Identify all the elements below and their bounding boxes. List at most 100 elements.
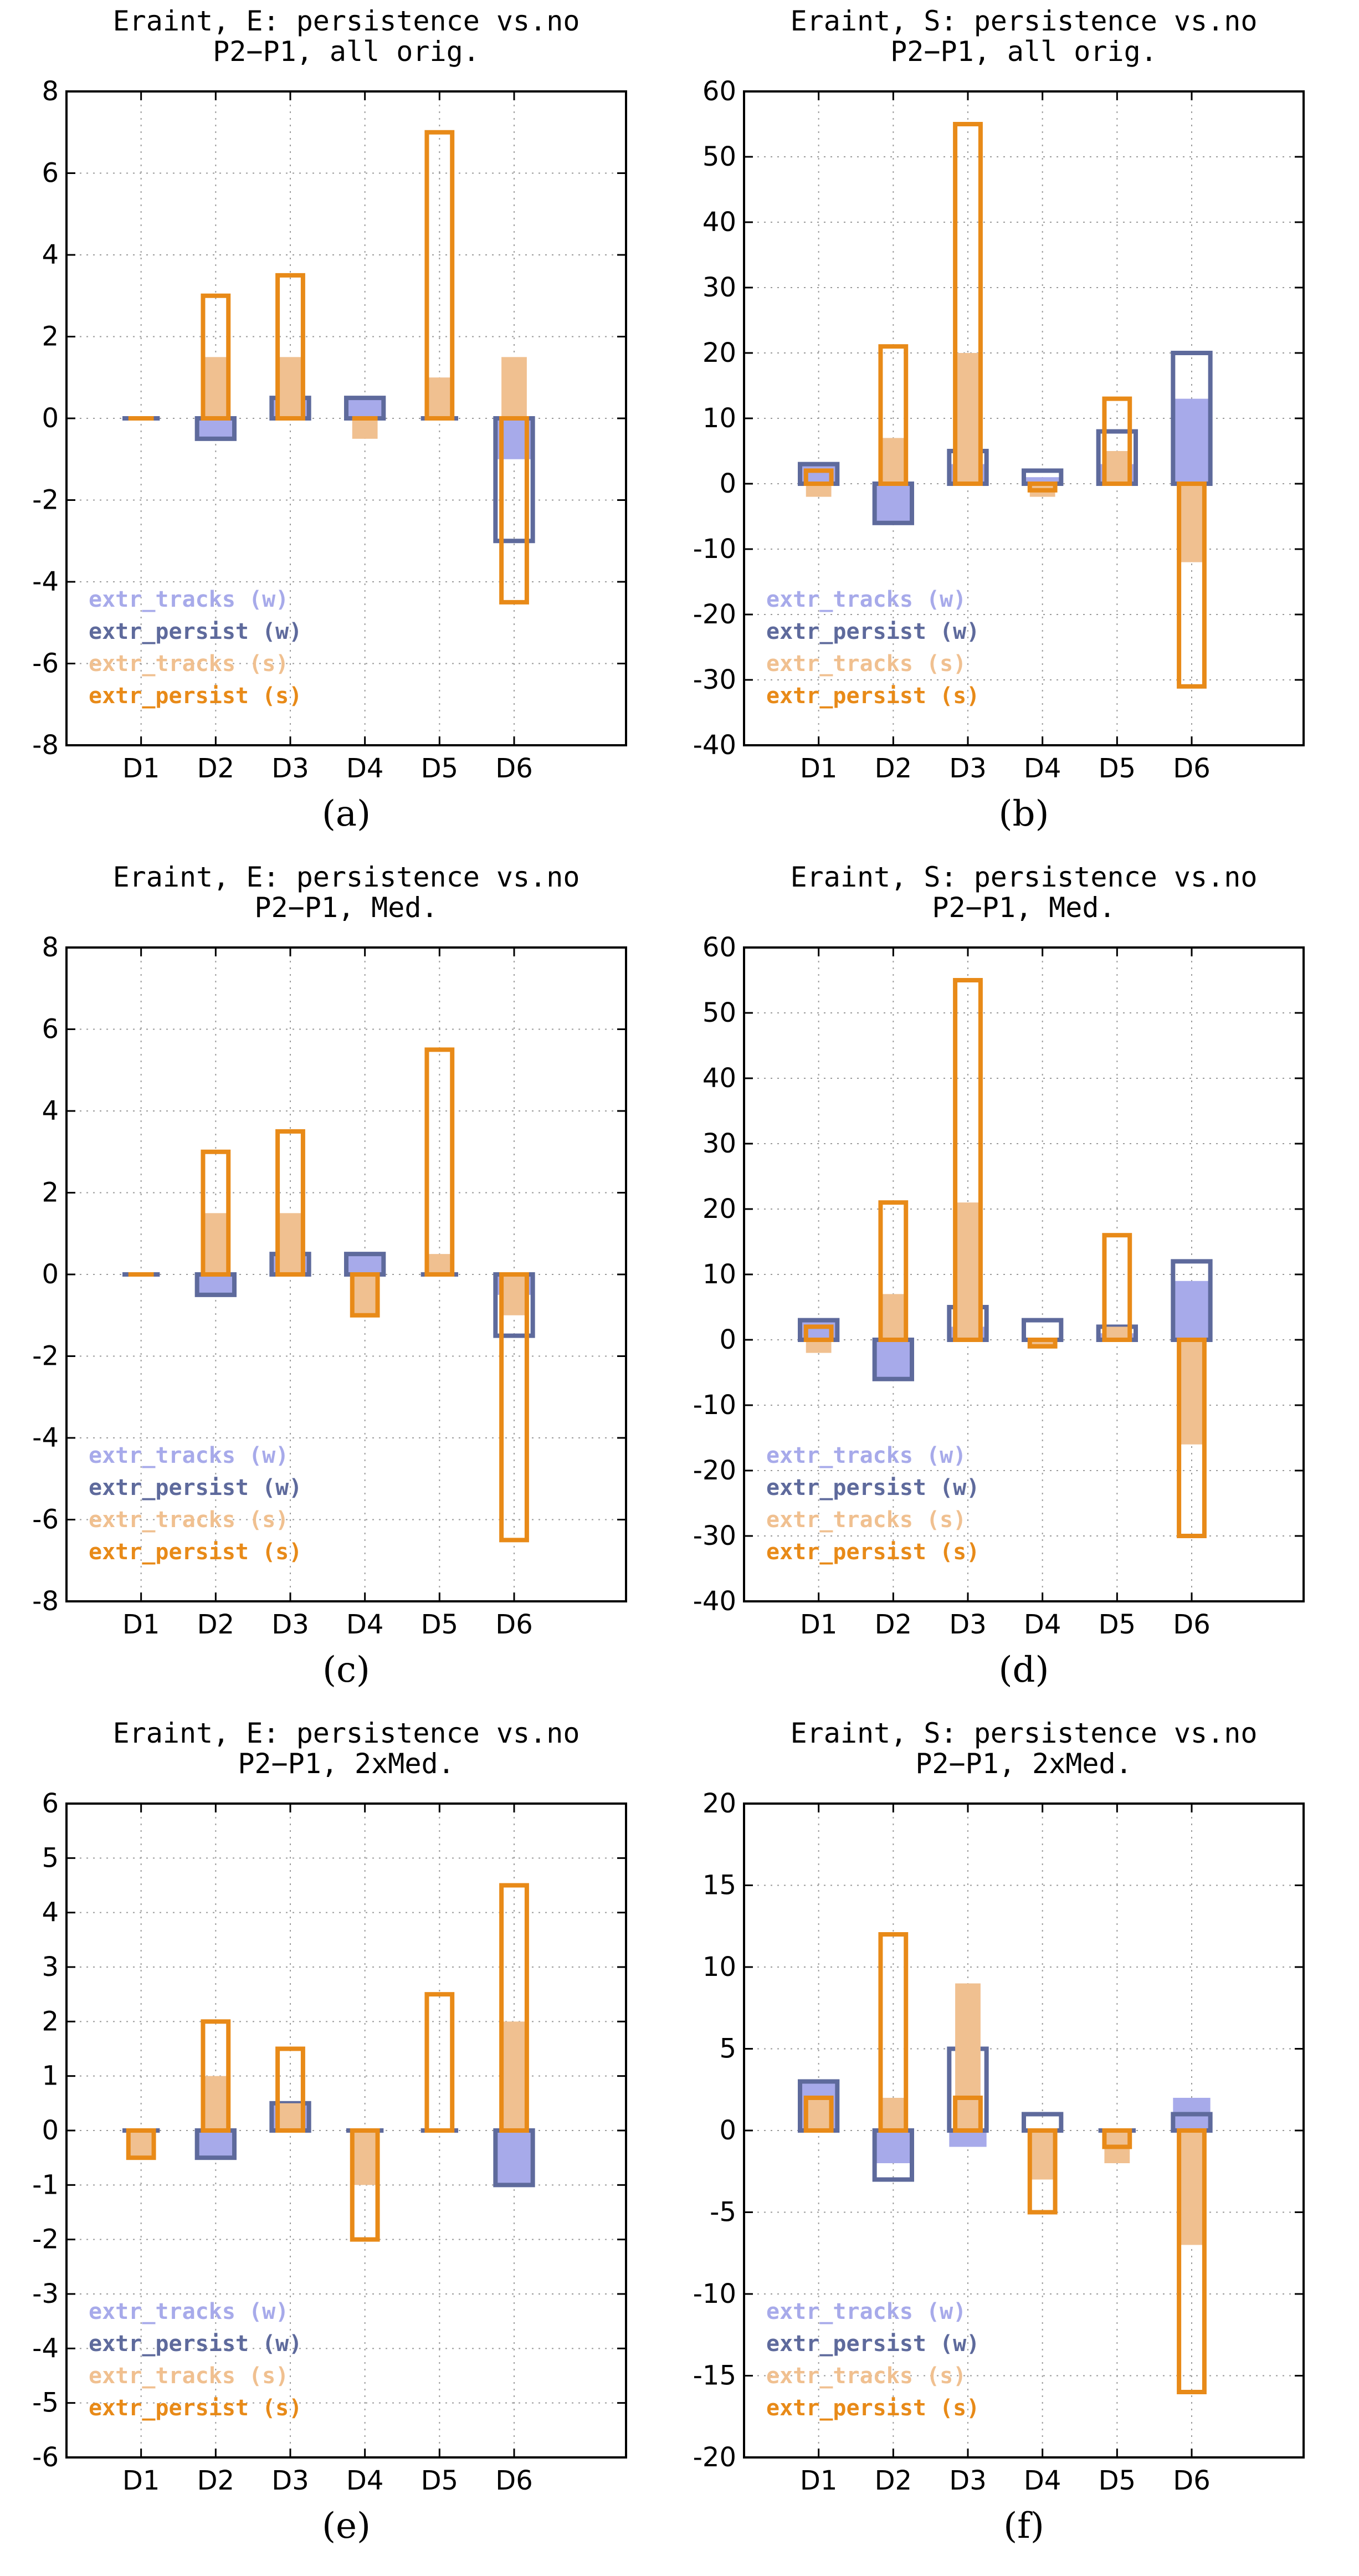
x-tick-label: D1 bbox=[800, 753, 838, 784]
bar-persist_s-D3 bbox=[275, 273, 305, 421]
y-tick-label: 20 bbox=[702, 337, 736, 368]
x-tick-label: D6 bbox=[1173, 753, 1211, 784]
legend-entry-persist_s: extr_persist (s) bbox=[89, 2395, 302, 2421]
chart-title-line2: P2−P1, Med. bbox=[932, 892, 1115, 924]
y-tick-label: -40 bbox=[693, 1586, 736, 1617]
x-tick-label: D3 bbox=[949, 2465, 987, 2496]
bar-tracks_s-D4 bbox=[352, 2131, 378, 2185]
x-tick-label: D2 bbox=[197, 753, 235, 784]
bar-tracks_w-D6 bbox=[1173, 398, 1211, 484]
y-tick-label: -20 bbox=[693, 599, 736, 630]
panel-caption: (e) bbox=[322, 2506, 371, 2547]
legend-entry-tracks_s: extr_tracks (s) bbox=[89, 1507, 289, 1533]
bar-tracks_s-D1 bbox=[128, 2131, 154, 2158]
y-tick-label: 0 bbox=[42, 403, 59, 434]
y-tick-label: -15 bbox=[693, 2360, 736, 2391]
y-tick-label: 5 bbox=[42, 1842, 59, 1873]
y-tick-label: -6 bbox=[32, 2442, 59, 2473]
bar-tracks_s-D2 bbox=[880, 438, 906, 484]
bar-persist_s-D2 bbox=[878, 344, 909, 486]
x-tick-label: D4 bbox=[346, 1609, 384, 1640]
bar-persist_s-D2 bbox=[878, 1200, 909, 1342]
y-tick-label: -10 bbox=[693, 534, 736, 565]
legend-entry-persist_s: extr_persist (s) bbox=[89, 683, 302, 709]
legend-entry-persist_s: extr_persist (s) bbox=[89, 1539, 302, 1565]
bar-persist_s-D1 bbox=[126, 2128, 156, 2160]
legend-entry-tracks_s: extr_tracks (s) bbox=[766, 651, 966, 677]
y-tick-label: 6 bbox=[42, 1788, 59, 1819]
bar-persist_s-D6 bbox=[499, 1272, 529, 1543]
bar-persist_s-D2 bbox=[878, 1932, 909, 2133]
y-tick-label: -5 bbox=[32, 2388, 59, 2419]
y-tick-label: -2 bbox=[32, 2224, 59, 2255]
y-tick-label: 4 bbox=[42, 1095, 59, 1126]
x-tick-label: D4 bbox=[1024, 2465, 1061, 2496]
chart-title-line2: P2−P1, 2xMed. bbox=[238, 1748, 454, 1780]
y-tick-label: -40 bbox=[693, 730, 736, 761]
plot-frame bbox=[743, 946, 1305, 1602]
y-tick-label: -10 bbox=[693, 2278, 736, 2309]
y-tick-label: 50 bbox=[702, 141, 736, 172]
plot-frame bbox=[65, 90, 627, 746]
y-tick-label: 4 bbox=[42, 1897, 59, 1928]
legend-entry-tracks_w: extr_tracks (w) bbox=[766, 1443, 966, 1468]
chart-title-line1: Eraint, S: persistence vs.no bbox=[791, 5, 1258, 37]
y-tick-label: 0 bbox=[719, 468, 736, 499]
x-tick-label: D2 bbox=[875, 753, 912, 784]
bar-persist_s-D1 bbox=[803, 1324, 834, 1342]
x-tick-label: D6 bbox=[495, 1609, 533, 1640]
legend-entry-persist_s: extr_persist (s) bbox=[766, 1539, 979, 1565]
x-tick-label: D1 bbox=[122, 753, 160, 784]
x-tick-label: D5 bbox=[421, 2465, 459, 2496]
x-tick-label: D2 bbox=[875, 1609, 912, 1640]
plot-frame bbox=[65, 1802, 627, 2459]
x-tick-label: D4 bbox=[346, 753, 384, 784]
x-tick-label: D5 bbox=[1099, 2465, 1136, 2496]
bar-tracks_s-D5 bbox=[1104, 1327, 1130, 1340]
legend-entry-persist_w: extr_persist (w) bbox=[766, 1475, 979, 1500]
chart-title-line1: Eraint, S: persistence vs.no bbox=[791, 861, 1258, 893]
chart-title-line2: P2−P1, all orig. bbox=[890, 35, 1157, 68]
y-tick-label: 10 bbox=[702, 1259, 736, 1290]
y-tick-label: -4 bbox=[32, 1422, 59, 1453]
bar-persist_s-D3 bbox=[953, 2096, 983, 2133]
bar-persist_s-D5 bbox=[424, 130, 455, 421]
bar-tracks_s-D5 bbox=[1104, 451, 1130, 484]
bar-persist_s-D5 bbox=[1102, 1233, 1132, 1342]
x-tick-label: D2 bbox=[875, 2465, 912, 2496]
x-tick-label: D2 bbox=[197, 2465, 235, 2496]
chart-title-line1: Eraint, E: persistence vs.no bbox=[113, 861, 580, 893]
bar-persist_s-D6 bbox=[499, 416, 529, 605]
bar-tracks_s-D2 bbox=[203, 1213, 229, 1274]
bar-persist_s-D5 bbox=[424, 1992, 455, 2133]
legend-entry-persist_w: extr_persist (w) bbox=[89, 2331, 302, 2357]
y-tick-label: 0 bbox=[719, 2115, 736, 2146]
y-tick-label: -6 bbox=[32, 1504, 59, 1535]
x-tick-label: D1 bbox=[800, 2465, 838, 2496]
chart-title-line2: P2−P1, all orig. bbox=[213, 35, 480, 68]
bar-tracks_w-D6 bbox=[1173, 1281, 1211, 1340]
bar-tracks_s-D4 bbox=[352, 1274, 378, 1315]
bar-tracks_w-D2 bbox=[197, 418, 234, 439]
y-tick-label: -2 bbox=[32, 1341, 59, 1372]
bar-tracks_s-D6 bbox=[501, 2021, 527, 2131]
x-tick-label: D6 bbox=[495, 2465, 533, 2496]
bar-tracks_s-D3 bbox=[278, 357, 303, 418]
x-tick-label: D5 bbox=[1099, 753, 1136, 784]
y-tick-label: -1 bbox=[32, 2169, 59, 2200]
y-tick-label: -10 bbox=[693, 1390, 736, 1421]
y-tick-label: 6 bbox=[42, 1014, 59, 1045]
legend-entry-persist_s: extr_persist (s) bbox=[766, 2395, 979, 2421]
legend-entry-persist_s: extr_persist (s) bbox=[766, 683, 979, 709]
bar-tracks_w-D2 bbox=[874, 1340, 912, 1379]
bar-tracks_s-D6 bbox=[1179, 2131, 1204, 2245]
chart-title-line1: Eraint, S: persistence vs.no bbox=[791, 1717, 1258, 1749]
bar-persist_s-D4 bbox=[1027, 2128, 1058, 2215]
legend-entry-tracks_w: extr_tracks (w) bbox=[89, 2299, 289, 2324]
bar-persist_s-D2 bbox=[201, 1149, 231, 1277]
bar-tracks_w-D2 bbox=[874, 2131, 912, 2163]
bar-tracks_s-D3 bbox=[278, 2103, 303, 2131]
y-tick-label: 15 bbox=[702, 1870, 736, 1901]
y-tick-label: 20 bbox=[702, 1194, 736, 1225]
